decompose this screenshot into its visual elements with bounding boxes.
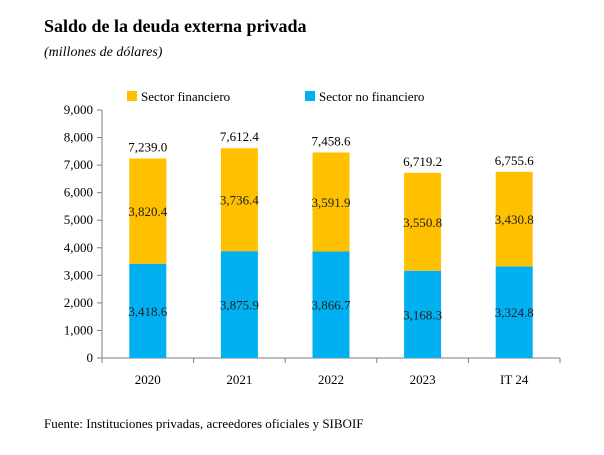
data-label-sector-no-financiero: 3,418.6	[128, 304, 168, 319]
data-label-sector-no-financiero: 3,875.9	[220, 298, 259, 313]
y-tick-label: 4,000	[64, 240, 93, 255]
data-label-total: 6,755.6	[495, 153, 535, 168]
bar-sector-no-financiero	[495, 266, 533, 358]
legend-label: Sector financiero	[141, 89, 230, 104]
legend-swatch	[305, 91, 315, 101]
x-tick-label: 2022	[318, 372, 344, 387]
data-label-total: 6,719.2	[403, 154, 442, 169]
bar-sector-financiero	[495, 171, 533, 267]
data-label-sector-financiero: 3,550.8	[403, 215, 442, 230]
legend-swatch	[127, 91, 137, 101]
bar-sector-no-financiero	[129, 263, 167, 358]
data-label-sector-no-financiero: 3,168.3	[403, 307, 442, 322]
chart-title: Saldo de la deuda externa privada	[44, 16, 307, 36]
x-tick-label: 2021	[226, 372, 252, 387]
y-tick-label: 5,000	[64, 212, 93, 227]
source-note: Fuente: Instituciones privadas, acreedor…	[44, 416, 364, 431]
bar-sector-financiero	[220, 148, 258, 252]
y-tick-label: 6,000	[64, 185, 93, 200]
y-tick-label: 2,000	[64, 295, 93, 310]
bar-sector-no-financiero	[220, 251, 258, 358]
y-tick-label: 3,000	[64, 267, 93, 282]
data-label-sector-no-financiero: 3,324.8	[495, 305, 534, 320]
bar-sector-financiero	[404, 172, 442, 271]
bar-sector-no-financiero	[312, 251, 350, 358]
data-label-total: 7,612.4	[220, 129, 260, 144]
bar-sector-no-financiero	[404, 270, 442, 358]
bar-sector-financiero	[312, 152, 350, 252]
y-tick-label: 9,000	[64, 102, 93, 117]
data-label-sector-financiero: 3,736.4	[220, 193, 260, 208]
y-tick-label: 8,000	[64, 130, 93, 145]
bar-sector-financiero	[129, 158, 167, 264]
y-tick-label: 1,000	[64, 322, 93, 337]
x-tick-label: 2023	[410, 372, 436, 387]
data-label-sector-financiero: 3,820.4	[128, 204, 168, 219]
data-label-sector-financiero: 3,430.8	[495, 212, 534, 227]
y-tick-label: 7,000	[64, 157, 93, 172]
x-tick-label: 2020	[135, 372, 161, 387]
data-label-sector-no-financiero: 3,866.7	[312, 298, 352, 313]
data-label-total: 7,458.6	[312, 133, 352, 148]
x-tick-label: IT 24	[500, 372, 529, 387]
data-label-sector-financiero: 3,591.9	[312, 195, 351, 210]
legend-label: Sector no financiero	[319, 89, 424, 104]
data-label-total: 7,239.0	[128, 140, 167, 155]
chart-subtitle: (millones de dólares)	[44, 45, 163, 60]
y-tick-label: 0	[87, 350, 94, 365]
